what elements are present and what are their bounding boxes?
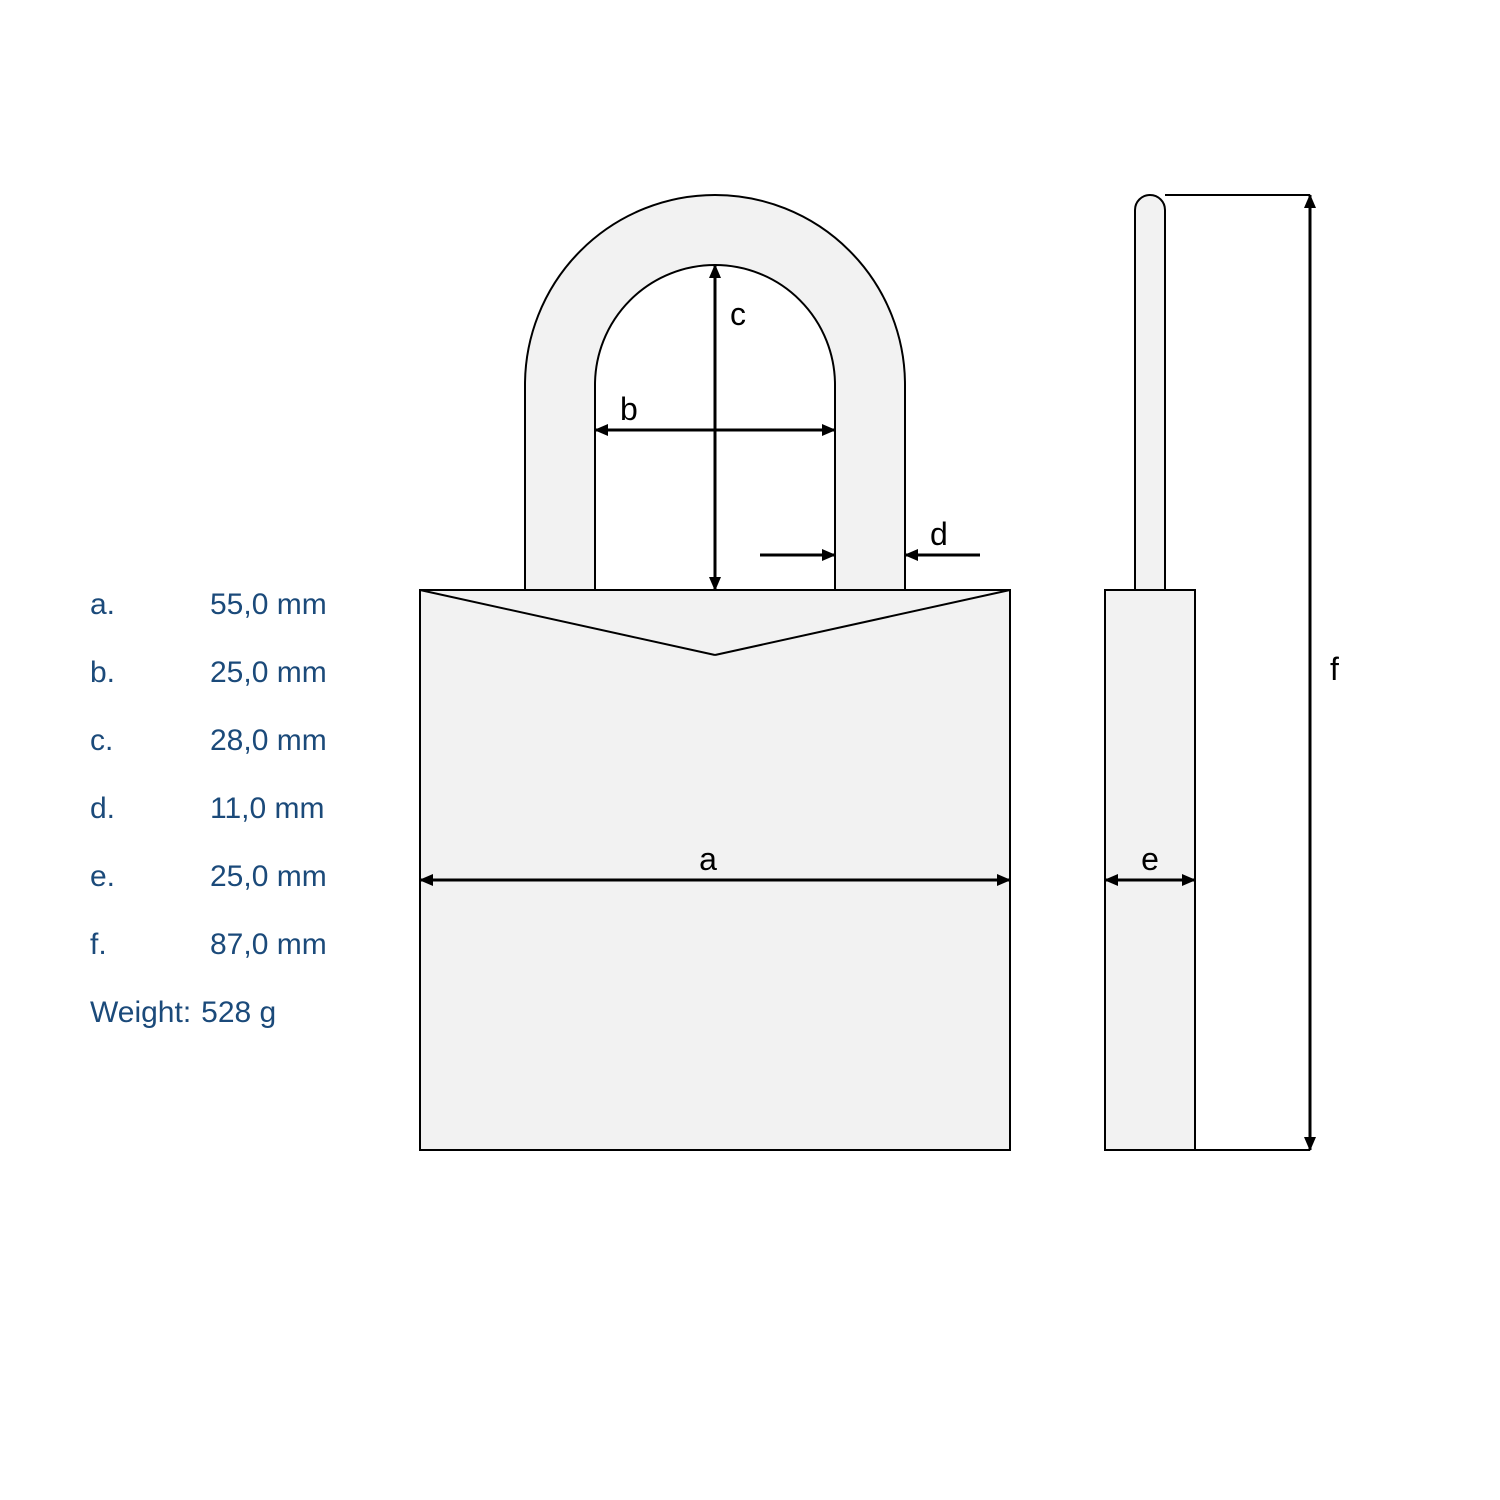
- padlock-drawing: a b c d e f: [0, 0, 1500, 1500]
- dim-label-d: d: [930, 516, 948, 552]
- dim-label-e: e: [1141, 841, 1159, 877]
- side-shackle: [1135, 195, 1165, 590]
- dim-label-c: c: [730, 296, 746, 332]
- dim-label-b: b: [620, 391, 638, 427]
- dim-label-a: a: [699, 841, 717, 877]
- diagram-canvas: a. 55,0 mm b. 25,0 mm c. 28,0 mm d. 11,0…: [0, 0, 1500, 1500]
- dim-label-f: f: [1330, 651, 1339, 687]
